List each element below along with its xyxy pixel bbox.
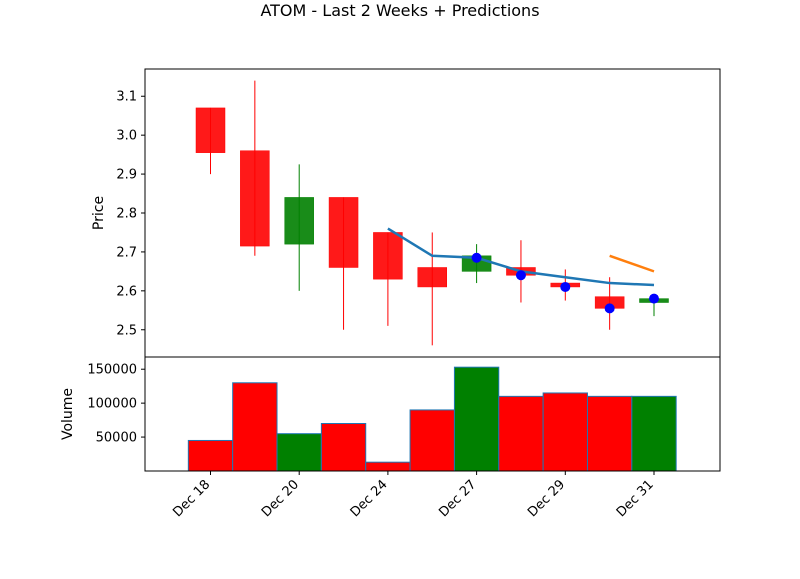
volume-y-axis: 50000 100000 150000	[87, 363, 145, 446]
x-tick-label: Dec 20	[259, 477, 302, 520]
prediction-marker	[515, 270, 526, 281]
x-tick-label: Dec 24	[348, 477, 391, 520]
prediction-marker	[604, 303, 615, 314]
x-tick-label: Dec 27	[436, 477, 479, 520]
volume-bar	[542, 392, 588, 472]
price-y-tick-label: 2.5	[116, 323, 137, 338]
volume-axes-frame	[144, 356, 721, 472]
x-axis: Dec 18 Dec 20 Dec 24 Dec 27 Dec 29 Dec 31	[170, 471, 657, 520]
volume-bar	[232, 382, 278, 472]
chart-title: ATOM - Last 2 Weeks + Predictions	[260, 1, 539, 20]
volume-panel: 50000 100000 150000 Volume	[60, 356, 721, 472]
x-tick-label: Dec 31	[614, 477, 657, 520]
candle-body	[240, 150, 270, 247]
volume-bar	[365, 461, 411, 472]
price-y-tick-label: 2.8	[116, 207, 137, 222]
price-y-tick-label: 2.9	[116, 168, 137, 183]
prediction-marker	[471, 252, 482, 263]
price-y-tick-label: 2.7	[116, 245, 137, 260]
candle-body	[284, 197, 314, 245]
price-y-tick-label: 3.0	[116, 129, 137, 144]
price-panel: 2.5 2.6 2.7 2.8 2.9 3.0 3.1 Price	[91, 68, 721, 358]
price-y-label: Price	[91, 196, 107, 230]
prediction-marker	[649, 293, 659, 304]
volume-bar	[453, 366, 500, 472]
volume-bar	[276, 433, 322, 472]
candle-body	[417, 267, 447, 288]
volume-bar	[586, 395, 633, 472]
price-y-tick-label: 2.6	[116, 284, 137, 299]
volume-y-label: Volume	[60, 388, 76, 440]
volume-y-tick-label: 50000	[96, 431, 137, 446]
volume-y-tick-label: 150000	[87, 363, 137, 378]
volume-bar	[409, 409, 455, 472]
x-tick-label: Dec 18	[170, 477, 213, 520]
price-y-tick-label: 3.1	[116, 90, 137, 105]
volume-bar	[320, 423, 367, 472]
volume-bar	[187, 439, 234, 472]
x-tick-label: Dec 29	[525, 477, 568, 520]
price-y-axis: 2.5 2.6 2.7 2.8 2.9 3.0 3.1	[116, 90, 145, 338]
prediction-marker	[560, 281, 571, 292]
volume-y-tick-label: 100000	[87, 397, 137, 412]
candle-body	[195, 107, 226, 153]
volume-bar	[631, 395, 677, 472]
candle-body	[328, 197, 359, 268]
volume-bar	[498, 395, 544, 472]
prediction-line	[609, 254, 655, 273]
candle-body	[373, 232, 403, 280]
